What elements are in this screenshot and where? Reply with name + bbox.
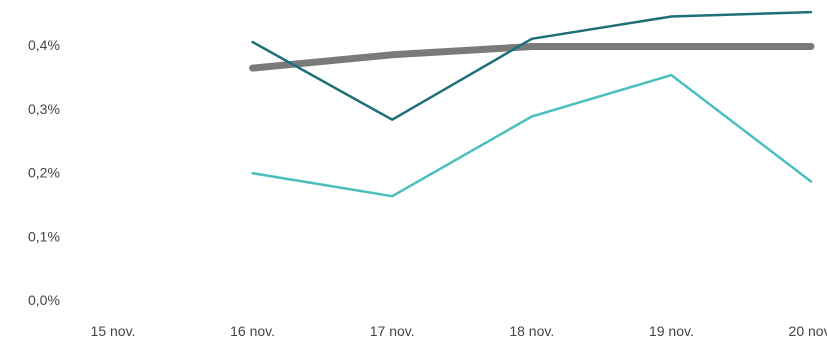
x-tick-label: 16 nov. xyxy=(230,323,275,339)
x-tick-label: 15 nov. xyxy=(91,323,136,339)
x-tick-label: 19 nov. xyxy=(649,323,694,339)
x-tick-label: 18 nov. xyxy=(509,323,554,339)
series-line-1 xyxy=(249,43,815,72)
y-axis: 0,0% 0,1% 0,2% 0,3% 0,4% xyxy=(28,37,60,308)
series-line-2 xyxy=(251,10,813,121)
series-line-3 xyxy=(251,73,813,198)
x-tick-label: 20 nov. xyxy=(789,323,827,339)
y-tick-label: 0,2% xyxy=(28,165,60,181)
series-layer xyxy=(249,10,815,198)
y-tick-label: 0,4% xyxy=(28,37,60,53)
y-tick-label: 0,0% xyxy=(28,292,60,308)
x-tick-label: 17 nov. xyxy=(370,323,415,339)
y-tick-label: 0,1% xyxy=(28,228,60,244)
y-tick-label: 0,3% xyxy=(28,101,60,117)
x-axis: 15 nov. 16 nov. 17 nov. 18 nov. 19 nov. 20 no… xyxy=(91,323,827,339)
